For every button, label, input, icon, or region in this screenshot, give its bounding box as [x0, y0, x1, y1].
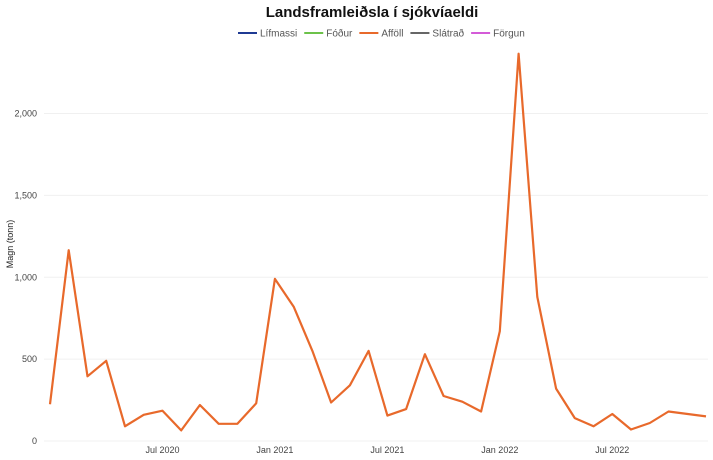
y-tick-label: 1,500	[14, 190, 37, 200]
series-lines	[48, 52, 707, 432]
x-axis-ticks: Jul 2020 Jan 2021 Jul 2021 Jan 2022 Jul 2022	[145, 445, 629, 455]
legend[interactable]: Lífmassi Fóður Afföll Slátrað Förgun	[238, 28, 525, 40]
y-tick-label: 500	[22, 354, 37, 364]
legend-label: Fóður	[326, 28, 353, 40]
legend-item[interactable]: Lífmassi	[238, 29, 297, 40]
y-tick-label: 0	[32, 436, 37, 446]
x-tick-label: Jan 2022	[481, 445, 518, 455]
legend-label: Förgun	[493, 29, 525, 40]
legend-item[interactable]: Slátrað	[410, 28, 465, 40]
y-axis-label: Magn (tonn)	[5, 220, 15, 269]
legend-item[interactable]: Förgun	[471, 29, 525, 40]
x-tick-label: Jul 2020	[145, 445, 179, 455]
x-tick-label: Jul 2022	[595, 445, 629, 455]
series-line-afföll	[48, 52, 707, 432]
chart-title: Landsframleiðsla í sjókvíaeldi	[266, 4, 479, 21]
x-tick-label: Jan 2021	[256, 445, 293, 455]
legend-label: Slátrað	[432, 28, 464, 40]
legend-label: Afföll	[381, 29, 403, 40]
y-tick-label: 2,000	[14, 109, 37, 119]
y-tick-label: 1,000	[14, 272, 37, 282]
y-axis-ticks: 0 500 1,000 1,500 2,000	[14, 109, 37, 447]
legend-item[interactable]: Afföll	[359, 29, 403, 40]
x-tick-label: Jul 2021	[370, 445, 404, 455]
grid	[44, 113, 708, 442]
legend-item[interactable]: Fóður	[304, 28, 353, 40]
legend-label: Lífmassi	[260, 29, 297, 40]
